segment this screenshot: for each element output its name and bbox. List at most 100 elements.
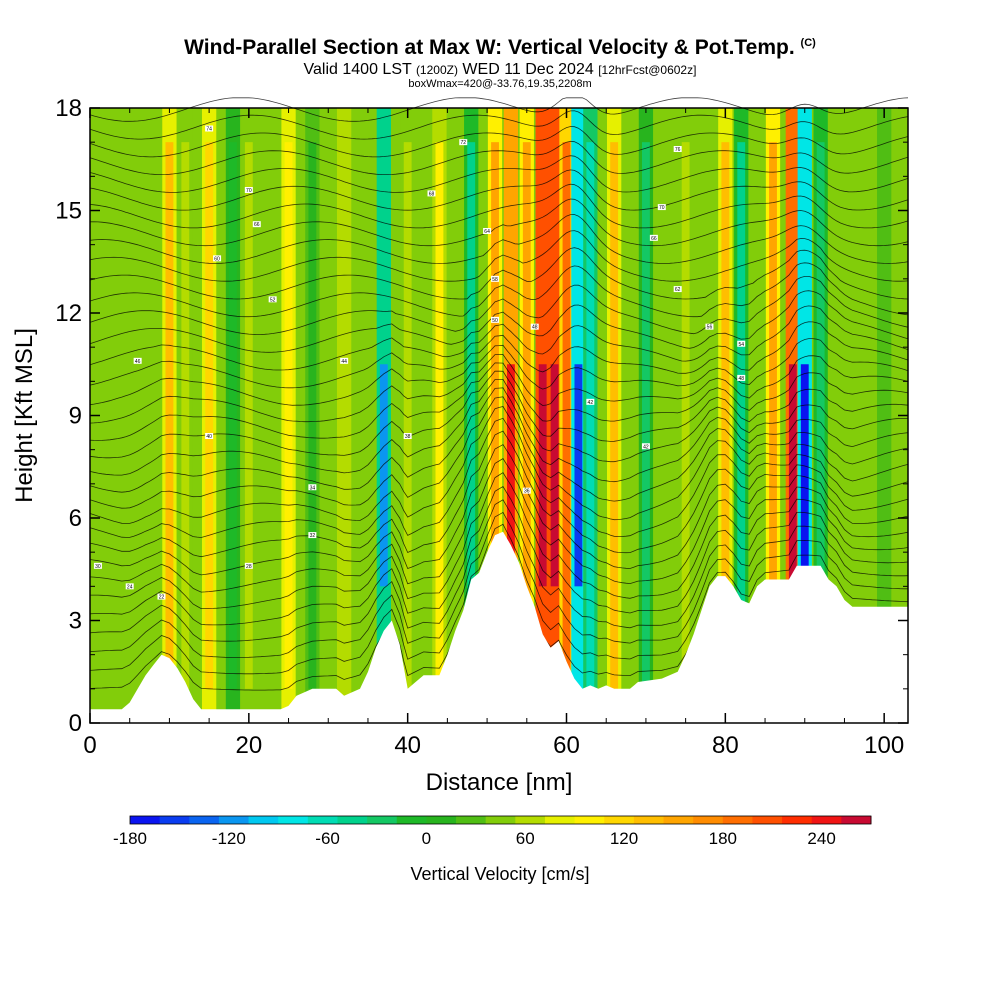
colorbar-swatch (544, 816, 576, 824)
contour-label-box (403, 433, 412, 439)
contour-label-text: 70 (246, 188, 252, 194)
velocity-core (244, 142, 253, 689)
colorbar-swatch (278, 816, 309, 824)
contour-label-box (483, 228, 492, 234)
copyright-mark: (C) (800, 37, 816, 49)
contour-label-text: 58 (492, 277, 498, 283)
contour-label-box (737, 340, 746, 347)
contour-label: 50 (491, 316, 500, 324)
terrain-mask (90, 531, 908, 724)
contour-label-text: 42 (588, 400, 594, 406)
colorbar-swatch (633, 816, 665, 824)
colorbar-swatch (159, 816, 190, 824)
isentrope-line (89, 362, 909, 441)
isentrope-line (89, 230, 909, 282)
velocity-core (848, 142, 857, 689)
contour-label-text: 56 (707, 325, 713, 331)
contour-label-text: 48 (532, 325, 538, 331)
colorbar-swatch (604, 816, 635, 824)
contour-label-text: 76 (675, 147, 681, 153)
contour-label-text: 48 (738, 376, 744, 382)
valid-date: WED 11 Dec 2024 (462, 61, 594, 78)
x-tick-label: 40 (394, 732, 421, 759)
contour-label: 46 (133, 357, 142, 365)
contour-label: 22 (157, 593, 166, 601)
contour-label-box (705, 323, 714, 330)
x-axis-label: Distance [nm] (426, 769, 573, 796)
contour-label-box (252, 221, 261, 228)
isentrope-line (89, 183, 909, 229)
contour-label-box (268, 296, 277, 303)
contour-label-box (522, 487, 531, 494)
chart-subtitle: Valid 1400 LST (1200Z) WED 11 Dec 2024 [… (0, 61, 1000, 79)
colorbar-swatch (307, 816, 338, 824)
isentrope-line (89, 305, 909, 371)
velocity-core (574, 364, 583, 587)
isentrope-line (89, 290, 909, 353)
velocity-core (610, 142, 619, 689)
contour-label: 54 (737, 340, 746, 348)
velocity-core (737, 142, 746, 689)
valid-time: Valid 1400 LST (303, 61, 412, 78)
velocity-core (284, 142, 293, 689)
contour-label-box (244, 562, 253, 569)
isentrope-line (89, 499, 909, 642)
isentrope-line (89, 379, 908, 476)
contour-label-text: 60 (214, 256, 220, 262)
isentrope-line (89, 458, 909, 593)
isentrope-line (89, 140, 909, 175)
contour-label-box (308, 484, 317, 491)
valid-utc: (1200Z) (415, 63, 458, 77)
isentrope-line (89, 338, 909, 406)
contour-label-box (641, 443, 650, 450)
box-info: boxWmax=420@-33.76,19.35,2208m (408, 78, 592, 90)
contour-label-text: 52 (270, 297, 276, 303)
velocity-core (229, 142, 237, 689)
isentrope-line (89, 354, 909, 424)
contour-label-box (586, 398, 595, 405)
contour-label-text: 50 (492, 318, 498, 324)
colorbar-tick-label: -120 (212, 829, 246, 848)
contour-label-text: 70 (659, 205, 665, 211)
contour-label-box (133, 357, 142, 364)
velocity-core (800, 364, 809, 587)
colorbar-swatch (426, 816, 457, 824)
contour-label: 36 (522, 487, 531, 495)
potential-temperature-contours (89, 97, 909, 691)
contour-label-box (205, 125, 214, 132)
contour-label: 76 (673, 146, 682, 153)
y-tick-label: 15 (55, 198, 82, 225)
contour-label-box (657, 204, 666, 211)
contour-label-text: 38 (405, 434, 411, 440)
contour-label-text: 54 (738, 342, 744, 348)
contour-label: 66 (649, 234, 658, 242)
contour-label-box (93, 562, 102, 569)
colorbar-swatch (337, 816, 368, 824)
isentrope-line (89, 523, 909, 675)
contour-label-box (244, 187, 253, 193)
contour-label-text: 22 (159, 595, 165, 601)
contour-label-text: 62 (675, 287, 681, 293)
contour-label: 70 (657, 204, 666, 211)
contour-label: 62 (673, 286, 682, 293)
isentrope-line (89, 262, 909, 318)
isentrope-line (89, 214, 909, 264)
contour-label: 66 (252, 221, 261, 228)
y-tick-label: 3 (69, 608, 82, 635)
contour-label-text: 68 (429, 191, 435, 197)
contour-label: 70 (244, 187, 253, 194)
isentrope-line (90, 198, 909, 247)
y-tick-label: 6 (69, 505, 82, 532)
velocity-core (467, 142, 476, 689)
contour-label-text: 28 (246, 564, 252, 570)
colorbar-swatch (367, 816, 398, 824)
colorbar-swatch (515, 816, 546, 824)
contour-label-text: 66 (254, 222, 260, 228)
isentrope-line (89, 430, 909, 558)
contour-label: 68 (427, 190, 436, 197)
velocity-core (586, 142, 595, 689)
contour-label-box (340, 357, 349, 364)
velocity-core (769, 142, 777, 689)
